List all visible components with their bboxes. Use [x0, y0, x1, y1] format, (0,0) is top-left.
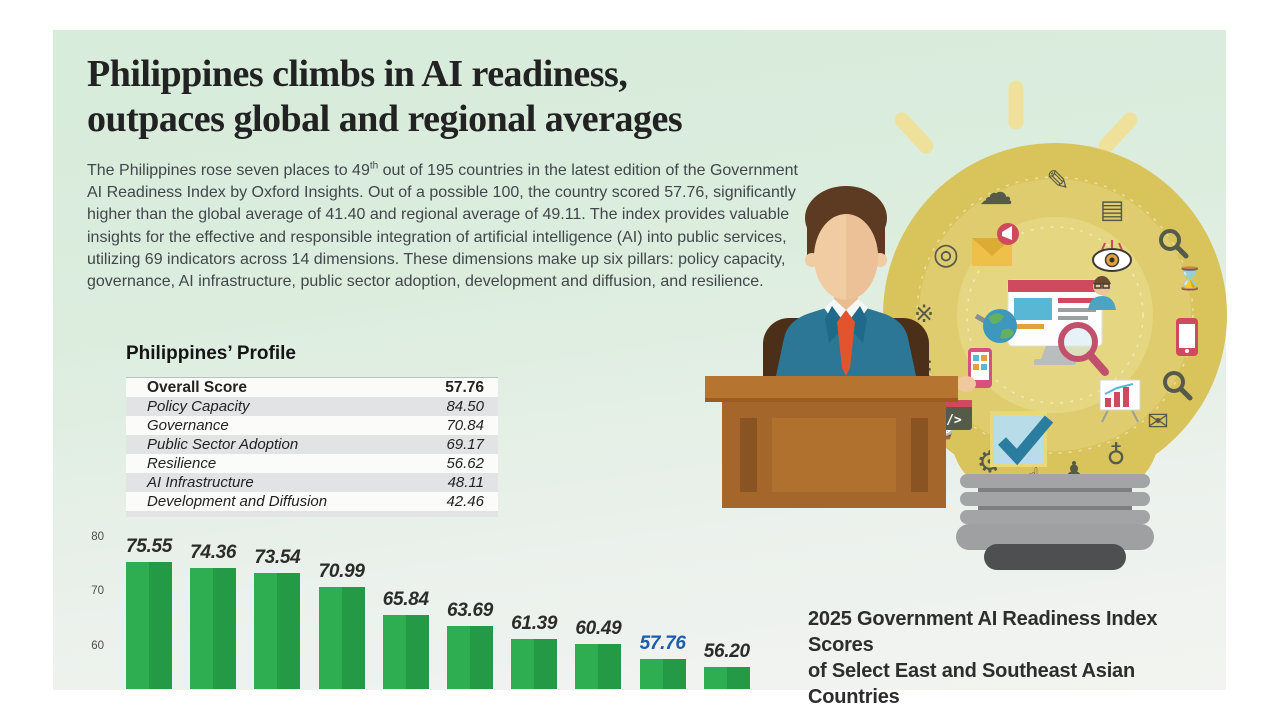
y-axis-tick-label: 70: [91, 585, 104, 597]
bar-chart: 80 70 60 75.55 74.36 73.54 70.99 65.84 63.69 61.3…: [88, 528, 788, 689]
avatar-icon: [1088, 276, 1116, 310]
lightbulb-illustration: ☁✎▤◎※☰⌚⚙☝♟♁✉⌛: [705, 80, 1227, 570]
bar-value-label: 60.49: [575, 617, 622, 639]
y-axis-tick-label: 60: [91, 639, 104, 652]
row-label: Policy Capacity: [147, 398, 250, 415]
light-rays-icon: [894, 80, 1138, 154]
row-value: 69.17: [446, 436, 484, 453]
globe-satellite-icon: [974, 309, 1017, 343]
hourglass-icon: ⌛: [1176, 266, 1203, 292]
man-at-desk-illustration: [705, 186, 958, 508]
table-row: Policy Capacity 84.50: [126, 397, 498, 416]
desk: [705, 376, 958, 508]
chart-caption-line1: 2025 Government AI Readiness Index Score…: [808, 608, 1158, 656]
row-value: 70.84: [446, 417, 484, 434]
necktie: [837, 310, 855, 376]
table-row: Public Sector Adoption 69.17: [126, 435, 498, 454]
pencil-icon: ✎: [1046, 164, 1069, 197]
bar-value-label: 57.76: [639, 632, 686, 654]
table-row: Development and Diffusion 42.46: [126, 492, 498, 511]
bar: [575, 643, 622, 689]
intro-paragraph: The Philippines rose seven places to 49t…: [87, 160, 803, 293]
row-value: 48.11: [447, 474, 484, 491]
bar: [703, 667, 750, 689]
smartphone-icon: [1176, 318, 1198, 356]
bar-value-label: 63.69: [446, 600, 494, 622]
infographic-canvas: Philippines climbs in AI readiness, outp…: [53, 30, 1227, 708]
cloud-icon: ☁: [979, 173, 1013, 213]
intro-superscript: th: [369, 160, 379, 172]
bar: [639, 658, 686, 689]
monitor-magnifier-icon: [1007, 279, 1109, 376]
bar-value-label: 56.20: [703, 641, 750, 663]
table-row: AI Infrastructure 48.11: [126, 473, 498, 492]
row-value: 56.62: [446, 455, 484, 472]
row-label: Development and Diffusion: [147, 493, 328, 510]
magnifier-icon: [1163, 371, 1193, 401]
table-row: Overall Score 57.76: [126, 378, 498, 397]
bar-value-label: 73.54: [254, 546, 301, 568]
chart-caption: 2025 Government AI Readiness Index Score…: [808, 606, 1226, 710]
page-title-line2: outpaces global and regional averages: [87, 98, 683, 140]
bar: [447, 626, 493, 689]
table-row: Resilience 56.62: [126, 454, 498, 473]
page-title: Philippines climbs in AI readiness, outp…: [87, 52, 683, 142]
page-title-line1: Philippines climbs in AI readiness,: [87, 53, 628, 95]
row-value: 84.50: [446, 398, 484, 415]
bulb-screw-base: [956, 474, 1154, 570]
profile-table-heading: Philippines’ Profile: [126, 343, 296, 364]
bar-value-label: 61.39: [511, 612, 558, 634]
share-nodes-icon: ※: [914, 300, 934, 328]
bar: [190, 568, 237, 689]
mail-icon: ✉: [1147, 407, 1169, 437]
bar-value-label: 70.99: [318, 560, 365, 582]
bar: [382, 614, 429, 689]
bar: [254, 572, 301, 689]
checkbox-checkmark-icon: [990, 411, 1054, 467]
document-icon: ▤: [1100, 195, 1125, 225]
intro-text-continued: out of 195 countries in the latest editi…: [87, 162, 798, 291]
row-label: Resilience: [147, 455, 217, 472]
globe-icon: ♁: [1106, 441, 1125, 471]
row-label: Governance: [147, 417, 229, 434]
row-value: 42.46: [446, 493, 484, 510]
chart-caption-line2: of Select East and Southeast Asian Count…: [808, 660, 1135, 708]
row-label: Overall Score: [147, 378, 247, 396]
eye-icon: [1092, 240, 1132, 272]
row-value: 57.76: [445, 378, 484, 396]
bar-value-label: 65.84: [382, 588, 429, 610]
intro-text: The Philippines rose seven places to 49: [87, 162, 370, 179]
row-label: AI Infrastructure: [147, 474, 254, 491]
y-axis-tick-label: 80: [91, 530, 104, 543]
profile-table: Overall Score 57.76 Policy Capacity 84.5…: [126, 377, 498, 517]
bar: [318, 586, 365, 689]
table-row: Governance 70.84: [126, 416, 498, 435]
envelope-megaphone-icon: [972, 223, 1019, 266]
bar: [126, 561, 172, 689]
bar-value-label: 75.55: [125, 535, 173, 557]
bar-chart-icon: [1099, 379, 1141, 423]
target-icon: ◎: [933, 237, 959, 272]
table-footer-strip: [126, 511, 498, 517]
hand-phone-icon: [956, 348, 992, 392]
bar: [511, 638, 558, 689]
bar-value-label: 74.36: [190, 542, 237, 564]
magnifier-icon: [1159, 229, 1189, 259]
row-label: Public Sector Adoption: [147, 436, 299, 453]
